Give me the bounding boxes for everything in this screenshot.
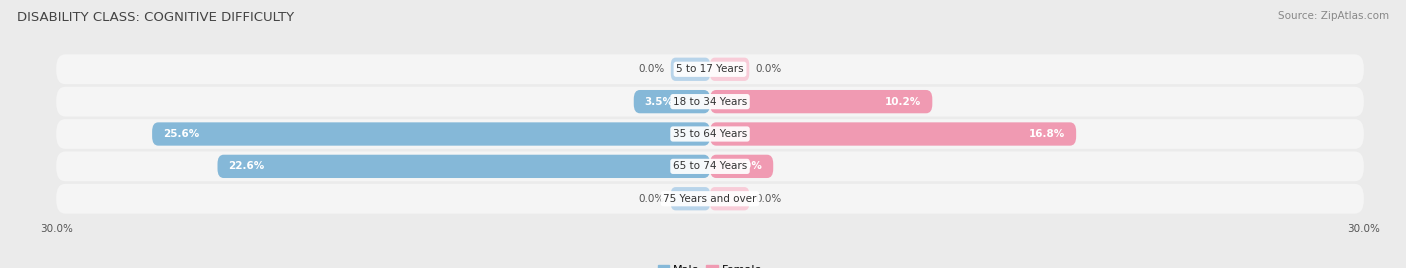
Text: 22.6%: 22.6%: [228, 161, 264, 171]
Text: Source: ZipAtlas.com: Source: ZipAtlas.com: [1278, 11, 1389, 21]
FancyBboxPatch shape: [634, 90, 710, 113]
Text: 65 to 74 Years: 65 to 74 Years: [673, 161, 747, 171]
Text: 3.5%: 3.5%: [644, 97, 673, 107]
FancyBboxPatch shape: [671, 187, 710, 210]
Text: 25.6%: 25.6%: [163, 129, 200, 139]
FancyBboxPatch shape: [710, 187, 749, 210]
Text: 75 Years and over: 75 Years and over: [664, 194, 756, 204]
FancyBboxPatch shape: [56, 151, 1364, 181]
FancyBboxPatch shape: [56, 54, 1364, 84]
Text: 0.0%: 0.0%: [638, 194, 664, 204]
Text: 0.0%: 0.0%: [756, 194, 782, 204]
FancyBboxPatch shape: [152, 122, 710, 146]
Text: DISABILITY CLASS: COGNITIVE DIFFICULTY: DISABILITY CLASS: COGNITIVE DIFFICULTY: [17, 11, 294, 24]
FancyBboxPatch shape: [710, 155, 773, 178]
Text: 2.9%: 2.9%: [734, 161, 762, 171]
Legend: Male, Female: Male, Female: [654, 260, 766, 268]
Text: 0.0%: 0.0%: [638, 64, 664, 74]
Text: 35 to 64 Years: 35 to 64 Years: [673, 129, 747, 139]
Text: 0.0%: 0.0%: [756, 64, 782, 74]
FancyBboxPatch shape: [710, 90, 932, 113]
FancyBboxPatch shape: [56, 87, 1364, 117]
FancyBboxPatch shape: [710, 122, 1076, 146]
FancyBboxPatch shape: [56, 119, 1364, 149]
Text: 10.2%: 10.2%: [886, 97, 921, 107]
FancyBboxPatch shape: [56, 184, 1364, 214]
Text: 18 to 34 Years: 18 to 34 Years: [673, 97, 747, 107]
Text: 16.8%: 16.8%: [1029, 129, 1066, 139]
Text: 5 to 17 Years: 5 to 17 Years: [676, 64, 744, 74]
FancyBboxPatch shape: [710, 58, 749, 81]
FancyBboxPatch shape: [671, 58, 710, 81]
FancyBboxPatch shape: [218, 155, 710, 178]
